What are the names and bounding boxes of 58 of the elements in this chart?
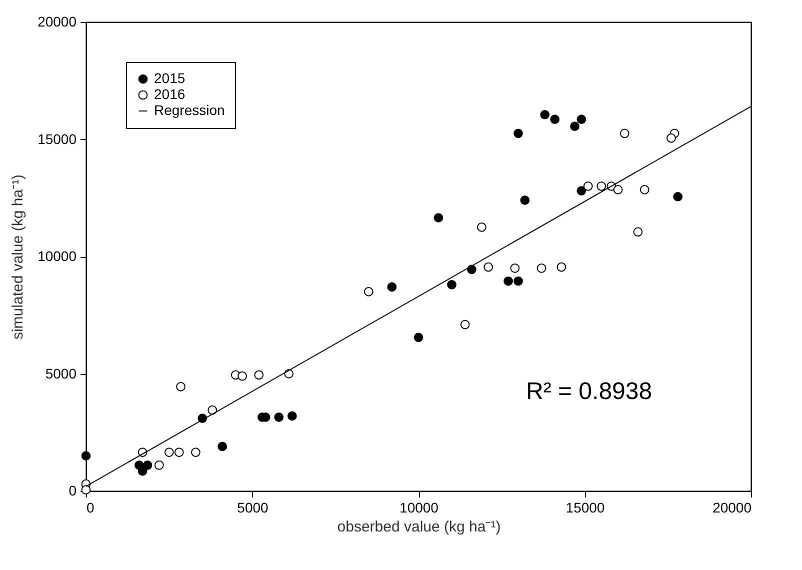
point: [364, 287, 374, 296]
point: [387, 282, 397, 292]
point: [504, 276, 513, 286]
point: [434, 213, 444, 222]
point: [142, 460, 152, 470]
point: [484, 262, 494, 272]
point: [514, 128, 523, 138]
point: [596, 181, 606, 191]
point: [570, 122, 580, 132]
point: [514, 276, 523, 286]
point: [447, 280, 456, 290]
point: [556, 262, 566, 272]
x-tick-label: 20000: [712, 500, 752, 516]
x-tick-label: 15000: [566, 500, 605, 516]
x-tick-label: 5000: [237, 500, 269, 516]
point: [583, 181, 593, 191]
point: [174, 448, 184, 457]
point: [576, 114, 586, 124]
point: [536, 264, 546, 273]
point: [613, 184, 623, 194]
point: [154, 460, 164, 470]
point: [238, 371, 247, 381]
point: [520, 196, 530, 205]
annotation: R² = 0.8938: [526, 378, 652, 405]
point: [414, 332, 424, 342]
y-tick-label: 0: [68, 482, 77, 498]
point: [254, 370, 264, 380]
point: [510, 264, 520, 273]
y-tick-label: 10000: [38, 248, 77, 264]
point: [640, 184, 650, 194]
y-tick-label: 15000: [38, 130, 77, 147]
point: [673, 192, 683, 202]
point: [81, 451, 91, 460]
point: [476, 222, 486, 232]
point: [164, 448, 174, 457]
point: [460, 320, 470, 330]
x-tick-label: 10000: [400, 500, 439, 516]
x-axis-title: obserbed value (kg ha⁻¹): [337, 518, 501, 536]
y-tick-label: 20000: [38, 14, 77, 30]
y-tick-label: 5000: [45, 365, 77, 382]
point: [576, 186, 586, 196]
point: [138, 466, 148, 476]
point: [274, 412, 284, 422]
point: [550, 114, 560, 124]
point: [666, 133, 676, 143]
x-tick-label: 0: [86, 500, 94, 516]
point: [218, 442, 228, 452]
legend-label: 2016: [154, 86, 186, 102]
point: [287, 411, 297, 421]
point: [540, 110, 550, 120]
point: [620, 128, 630, 138]
legend-label: Regression: [154, 102, 225, 118]
y-axis-title: simulated value (kg ha⁻¹): [10, 174, 27, 340]
legend-label: 2015: [154, 70, 186, 86]
point: [176, 382, 186, 392]
point: [208, 405, 218, 415]
point: [191, 448, 200, 457]
point: [633, 227, 643, 237]
